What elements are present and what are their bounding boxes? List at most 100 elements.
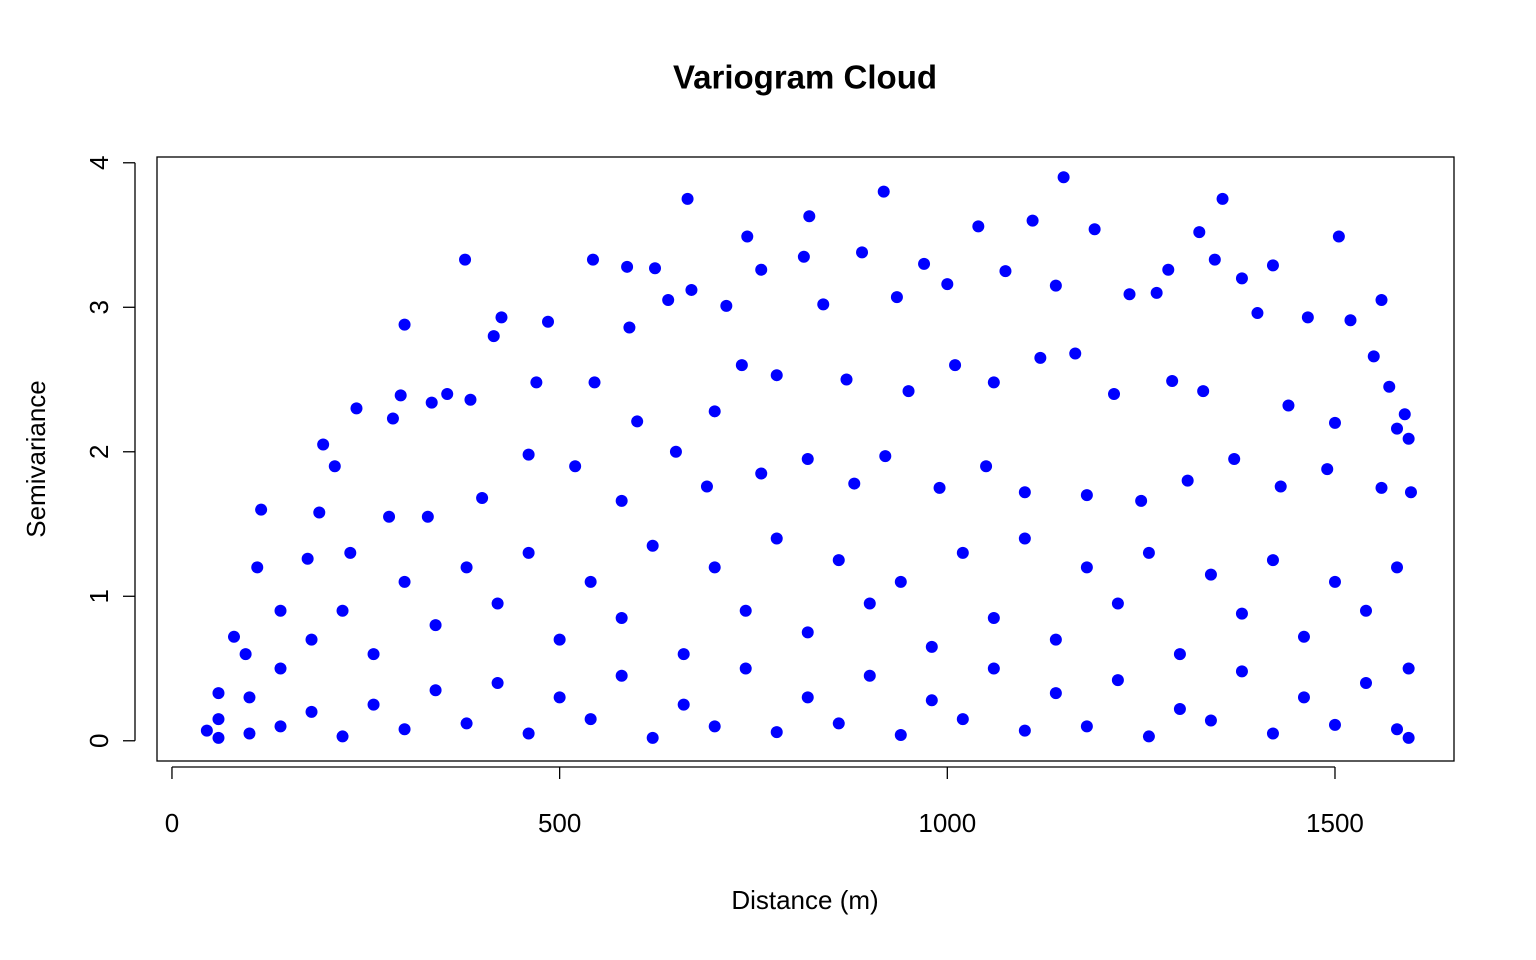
point [941,278,954,291]
point [720,299,733,312]
point [894,728,907,741]
point [1088,223,1101,236]
point [588,376,601,389]
point [1049,633,1062,646]
point [328,460,341,473]
point [817,298,830,311]
point [1026,214,1039,227]
point [739,662,752,675]
point [542,315,555,328]
point [1162,263,1175,276]
point [801,691,814,704]
point [1173,648,1186,661]
point [1297,630,1310,643]
point [305,633,318,646]
point [1108,387,1121,400]
point [313,506,326,519]
point [863,669,876,682]
point [459,253,472,266]
point [522,727,535,740]
point [1142,546,1155,559]
point [1402,432,1415,445]
point [735,359,748,372]
point [243,727,256,740]
point [956,546,969,559]
point [987,662,1000,675]
point [646,731,659,744]
point [350,402,363,415]
point [464,393,477,406]
y-axis-label: Semivariance [21,380,51,538]
point [243,691,256,704]
point [1391,723,1404,736]
point [925,640,938,653]
point [1297,691,1310,704]
point [212,687,225,700]
point [429,619,442,632]
point [1328,575,1341,588]
point [863,597,876,610]
point [797,250,810,263]
point [429,684,442,697]
point [251,561,264,574]
x-axis-label: Distance (m) [731,885,878,915]
point [1208,253,1221,266]
point [1193,226,1206,239]
point [421,510,434,523]
point [1080,489,1093,502]
point [227,630,240,643]
point [677,698,690,711]
point [1034,351,1047,364]
point [1216,192,1229,205]
point [649,262,662,275]
point [1266,727,1279,740]
point [1204,714,1217,727]
point [584,713,597,726]
point [894,575,907,588]
point [1135,494,1148,507]
point [1069,347,1082,360]
point [1150,286,1163,299]
point [902,385,915,398]
point [1057,171,1070,184]
point [677,648,690,661]
point [1235,665,1248,678]
y-tick-label: 2 [84,445,114,459]
point [1359,604,1372,617]
point [398,318,411,331]
point [646,539,659,552]
point [586,253,599,266]
point [1301,311,1314,324]
point [708,405,721,418]
point [394,389,407,402]
point [212,731,225,744]
point [1049,279,1062,292]
x-tick-label: 1000 [918,808,976,838]
point [1282,399,1295,412]
point [1142,730,1155,743]
point [336,604,349,617]
point [1018,724,1031,737]
point [441,387,454,400]
point [336,730,349,743]
point [1204,568,1217,581]
point [383,510,396,523]
point [274,604,287,617]
point [1181,474,1194,487]
point [553,633,566,646]
point [972,220,985,233]
point [1251,307,1264,320]
point [801,453,814,465]
point [708,720,721,733]
y-tick-label: 3 [84,300,114,314]
point [1367,350,1380,363]
point [367,648,380,661]
point [460,717,473,730]
point [980,460,993,473]
point [615,494,628,507]
y-tick-label: 0 [84,734,114,748]
point [933,481,946,494]
point [1173,702,1186,715]
point [1080,720,1093,733]
